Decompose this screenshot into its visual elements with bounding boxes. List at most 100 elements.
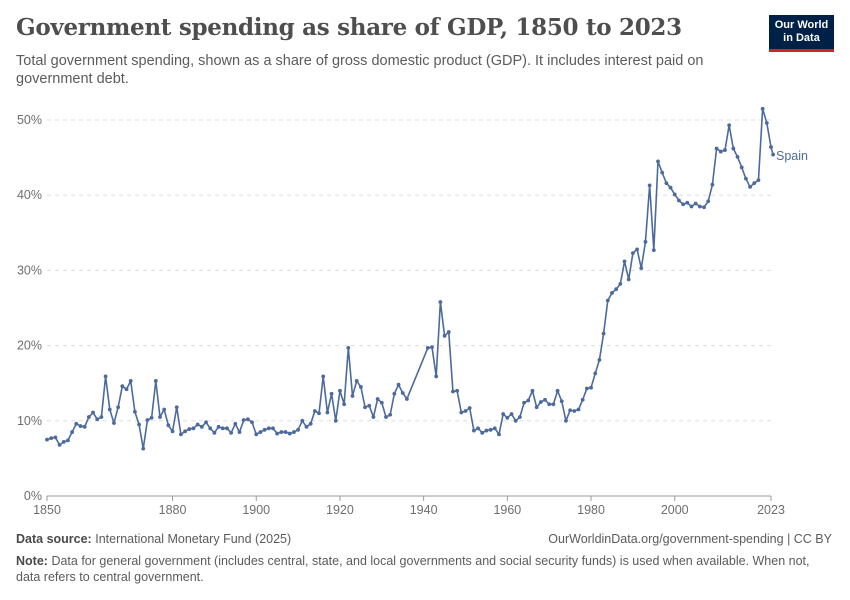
data-point [199, 424, 204, 429]
data-point [455, 388, 460, 393]
data-point [656, 159, 660, 164]
data-point [103, 374, 108, 379]
data-point [233, 421, 238, 426]
data-point [442, 333, 447, 338]
data-point [597, 357, 602, 362]
x-tick-label: 2000 [661, 503, 689, 517]
data-point [363, 405, 367, 410]
data-point [308, 421, 313, 426]
chart-title: Government spending as share of GDP, 185… [16, 14, 682, 41]
data-point [396, 382, 401, 387]
data-point [166, 423, 171, 428]
data-point [250, 420, 254, 425]
x-tick-label: 1900 [242, 503, 270, 517]
data-point [610, 291, 614, 295]
data-point [57, 442, 62, 447]
data-point [614, 287, 619, 292]
data-point [693, 201, 698, 206]
data-point [593, 371, 598, 376]
data-point [216, 424, 221, 429]
data-point [45, 437, 49, 442]
data-point [112, 421, 116, 425]
data-point [639, 266, 644, 271]
data-point [225, 426, 229, 431]
x-tick-label: 1880 [159, 503, 187, 517]
data-point [530, 388, 535, 393]
data-point [459, 410, 464, 415]
data-point [727, 123, 732, 128]
data-point [723, 148, 727, 152]
data-point [672, 192, 677, 197]
data-point [543, 397, 547, 402]
data-point [739, 165, 744, 170]
y-tick-label: 50% [17, 113, 42, 127]
data-point [718, 149, 723, 154]
data-point [191, 426, 196, 431]
data-point [635, 247, 639, 252]
x-tick-label: 1850 [33, 503, 61, 517]
data-point [501, 412, 506, 416]
data-point [86, 415, 91, 419]
data-point [513, 418, 518, 423]
data-point [484, 428, 489, 433]
data-point [392, 391, 397, 396]
data-point [480, 430, 485, 435]
owid-logo[interactable]: Our World in Data [769, 15, 834, 52]
data-point [212, 430, 217, 435]
data-point [668, 185, 673, 190]
data-point [518, 415, 522, 419]
data-point [689, 204, 694, 209]
data-point [526, 398, 531, 403]
y-tick-label: 30% [17, 263, 42, 277]
note-label: Note: [16, 554, 48, 568]
data-point [405, 397, 409, 401]
data-point [258, 430, 263, 434]
data-point [312, 409, 317, 413]
data-point [179, 432, 183, 437]
data-point [660, 170, 665, 175]
data-point [735, 154, 740, 159]
data-point [643, 239, 648, 244]
data-point [296, 427, 300, 432]
x-tick-label: 1920 [326, 503, 354, 517]
data-point [137, 422, 141, 427]
data-point [241, 418, 246, 422]
source-url[interactable]: OurWorldinData.org/government-spending |… [548, 532, 832, 546]
data-point [371, 415, 376, 419]
data-point [292, 430, 296, 434]
x-tick-label: 2023 [757, 503, 785, 517]
data-point [555, 388, 560, 393]
data-point [425, 345, 430, 350]
data-point [601, 331, 606, 336]
data-point [283, 430, 288, 434]
y-tick-label: 0% [24, 489, 42, 503]
data-point [630, 251, 635, 256]
data-point [195, 422, 200, 427]
data-point [128, 379, 133, 383]
data-point [350, 394, 355, 398]
x-tick-label: 1940 [410, 503, 438, 517]
data-point [685, 200, 690, 205]
data-point [743, 176, 748, 181]
data-point [82, 424, 87, 429]
data-point [463, 409, 468, 413]
y-tick-label: 10% [17, 414, 42, 428]
data-point [204, 420, 208, 425]
data-point [505, 415, 510, 420]
data-point [446, 330, 451, 334]
data-point [187, 427, 192, 431]
data-point [162, 407, 167, 412]
data-point [132, 409, 137, 414]
data-point [91, 410, 95, 415]
data-point [769, 145, 773, 149]
source-text[interactable]: International Monetary Fund (2025) [95, 532, 292, 546]
data-point [647, 183, 652, 188]
data-point [438, 300, 443, 304]
data-point [677, 198, 681, 203]
data-point [534, 405, 539, 410]
data-point [229, 430, 234, 435]
data-point [471, 428, 476, 433]
chart-note: Note: Data for general government (inclu… [16, 553, 816, 585]
data-point [99, 415, 104, 419]
data-point [149, 415, 154, 420]
